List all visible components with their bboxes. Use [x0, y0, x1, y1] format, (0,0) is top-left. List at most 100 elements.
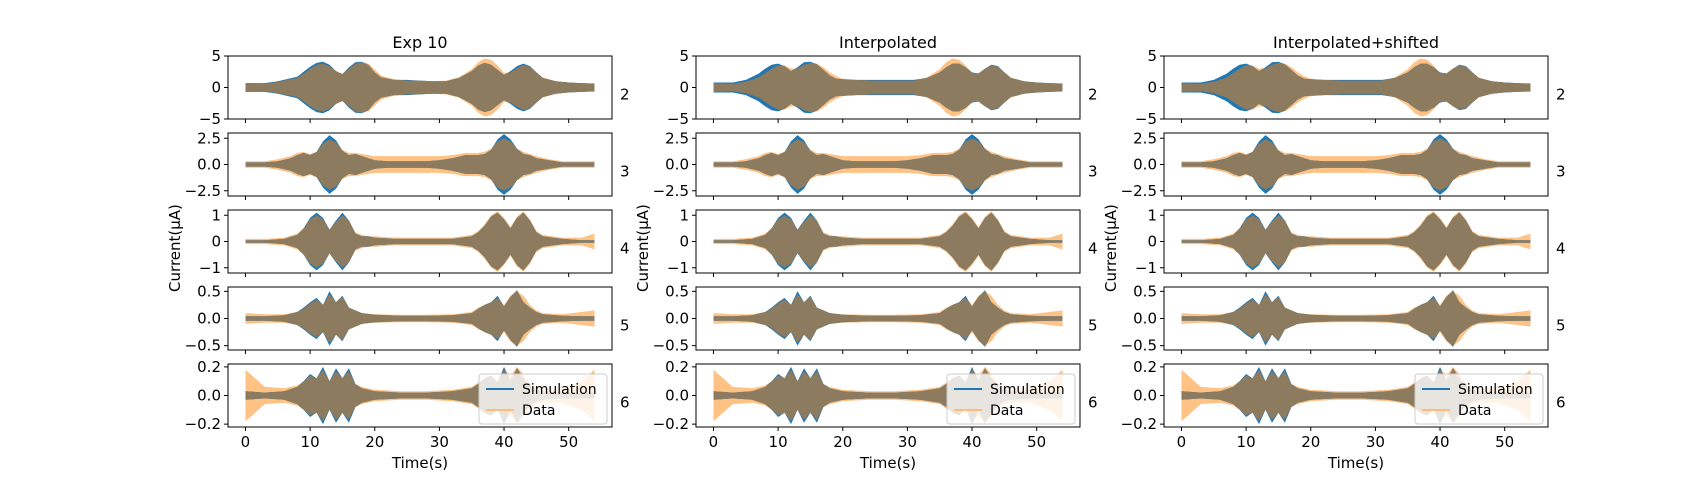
subplot-row-3: 2.5 0.0 −2.5 3 [185, 129, 630, 200]
row-label: 2 [1088, 86, 1098, 104]
x-tick-label: 0 [1177, 433, 1187, 451]
row-label: 5 [620, 317, 630, 335]
series-overlap-envelope [245, 291, 595, 346]
x-tick-label: 30 [898, 433, 917, 451]
row-label: 6 [620, 394, 630, 412]
panel-title: Interpolated [839, 33, 937, 52]
series-overlap-envelope [1181, 211, 1531, 272]
y-tick-label: 1 [1147, 206, 1157, 224]
x-tick-label: 30 [1366, 433, 1385, 451]
subplot-row-4: 1 0 −1 4 [199, 206, 630, 277]
subplot-row-4: 1 0 −1 4 [1135, 206, 1566, 277]
y-tick-label: 0.0 [1133, 387, 1157, 405]
y-tick-label: 0.0 [665, 156, 689, 174]
panel-title: Exp 10 [392, 33, 447, 52]
y-tick-label: 0 [211, 79, 221, 97]
legend: Simulation Data [1414, 373, 1544, 425]
y-tick-label: 0 [1147, 79, 1157, 97]
legend: Simulation Data [946, 373, 1076, 425]
y-tick-label: 0 [211, 233, 221, 251]
row-label: 2 [1556, 86, 1566, 104]
y-tick-label: −0.2 [185, 415, 221, 433]
y-tick-label: −0.2 [653, 415, 689, 433]
y-tick-label: 0.0 [197, 310, 221, 328]
row-label: 6 [1088, 394, 1098, 412]
y-tick-label: −2.5 [185, 182, 221, 200]
y-tick-label: 0.2 [197, 358, 221, 376]
y-axis-label: Current(μA) [634, 204, 652, 292]
panel-1: Exp 1050−522.50.0−2.5310−140.50.0−0.550.… [166, 33, 630, 472]
subplot-row-6: 0.2 0.0 −0.2 6 0 10 20 30 40 50 Simulation Data [185, 358, 630, 451]
subplot-row-3: 2.5 0.0 −2.5 3 [653, 129, 1098, 200]
row-label: 3 [620, 163, 630, 181]
series-overlap-envelope [245, 138, 595, 191]
x-tick-label: 10 [1237, 433, 1256, 451]
y-tick-label: −2.5 [1121, 182, 1157, 200]
y-tick-label: −0.5 [653, 337, 689, 355]
row-label: 6 [1556, 394, 1566, 412]
subplot-row-2: 5 0 −5 2 [1135, 47, 1566, 128]
y-tick-label: 2.5 [665, 129, 689, 147]
x-axis-label: Time(s) [391, 454, 448, 472]
y-tick-label: 0.0 [665, 387, 689, 405]
panel-2: Interpolated50−522.50.0−2.5310−140.50.0−… [634, 33, 1098, 472]
y-tick-label: −0.2 [1121, 415, 1157, 433]
subplot-row-2: 5 0 −5 2 [667, 47, 1098, 128]
x-tick-label: 10 [301, 433, 320, 451]
series-overlap-envelope [1181, 58, 1531, 117]
series-overlap-envelope [1181, 291, 1531, 346]
subplot-row-5: 0.5 0.0 −0.5 5 [653, 282, 1098, 354]
y-tick-label: 0.0 [197, 387, 221, 405]
panel-title: Interpolated+shifted [1273, 33, 1439, 52]
x-tick-label: 50 [559, 433, 578, 451]
y-tick-label: 2.5 [1133, 129, 1157, 147]
x-tick-label: 10 [769, 433, 788, 451]
y-tick-label: 0.5 [665, 282, 689, 300]
y-tick-label: 5 [679, 47, 689, 65]
legend-box [946, 373, 1076, 425]
y-tick-label: −5 [199, 110, 221, 128]
y-tick-label: 1 [679, 206, 689, 224]
y-tick-label: −0.5 [1121, 337, 1157, 355]
series-overlap-envelope [245, 58, 595, 117]
series-overlap-envelope [713, 211, 1063, 272]
y-axis-label: Current(μA) [166, 204, 184, 292]
subplot-row-3: 2.5 0.0 −2.5 3 [1121, 129, 1566, 200]
row-label: 2 [620, 86, 630, 104]
x-tick-label: 20 [1301, 433, 1320, 451]
subplot-row-6: 0.2 0.0 −0.2 6 0 10 20 30 40 50 Simulation Data [1121, 358, 1566, 451]
subplot-row-4: 1 0 −1 4 [667, 206, 1098, 277]
row-label: 4 [620, 240, 630, 258]
legend-box [478, 373, 608, 425]
x-tick-label: 30 [430, 433, 449, 451]
subplot-row-6: 0.2 0.0 −0.2 6 0 10 20 30 40 50 Simulation Data [653, 358, 1098, 451]
y-tick-label: 1 [211, 206, 221, 224]
legend-label: Simulation [522, 382, 597, 398]
y-tick-label: 0.2 [665, 358, 689, 376]
x-tick-label: 40 [494, 433, 513, 451]
y-axis-label: Current(μA) [1102, 204, 1120, 292]
panel-3: Interpolated+shifted50−522.50.0−2.5310−1… [1102, 33, 1566, 472]
y-tick-label: 0.5 [197, 282, 221, 300]
y-tick-label: 2.5 [197, 129, 221, 147]
y-tick-label: 0.5 [1133, 282, 1157, 300]
series-overlap-envelope [1181, 138, 1531, 191]
y-tick-label: 0.0 [1133, 310, 1157, 328]
row-label: 3 [1088, 163, 1098, 181]
y-tick-label: 0.0 [197, 156, 221, 174]
x-tick-label: 20 [365, 433, 384, 451]
series-overlap-envelope [713, 291, 1063, 346]
x-axis-label: Time(s) [859, 454, 916, 472]
y-tick-label: 0 [679, 233, 689, 251]
legend-label: Data [522, 403, 555, 419]
y-tick-label: 0 [679, 79, 689, 97]
x-axis-label: Time(s) [1327, 454, 1384, 472]
y-tick-label: −5 [667, 110, 689, 128]
y-tick-label: 0.0 [665, 310, 689, 328]
series-overlap-envelope [713, 58, 1063, 117]
x-tick-label: 50 [1027, 433, 1046, 451]
x-tick-label: 20 [833, 433, 852, 451]
series-overlap-envelope [245, 211, 595, 272]
y-tick-label: 0 [1147, 233, 1157, 251]
